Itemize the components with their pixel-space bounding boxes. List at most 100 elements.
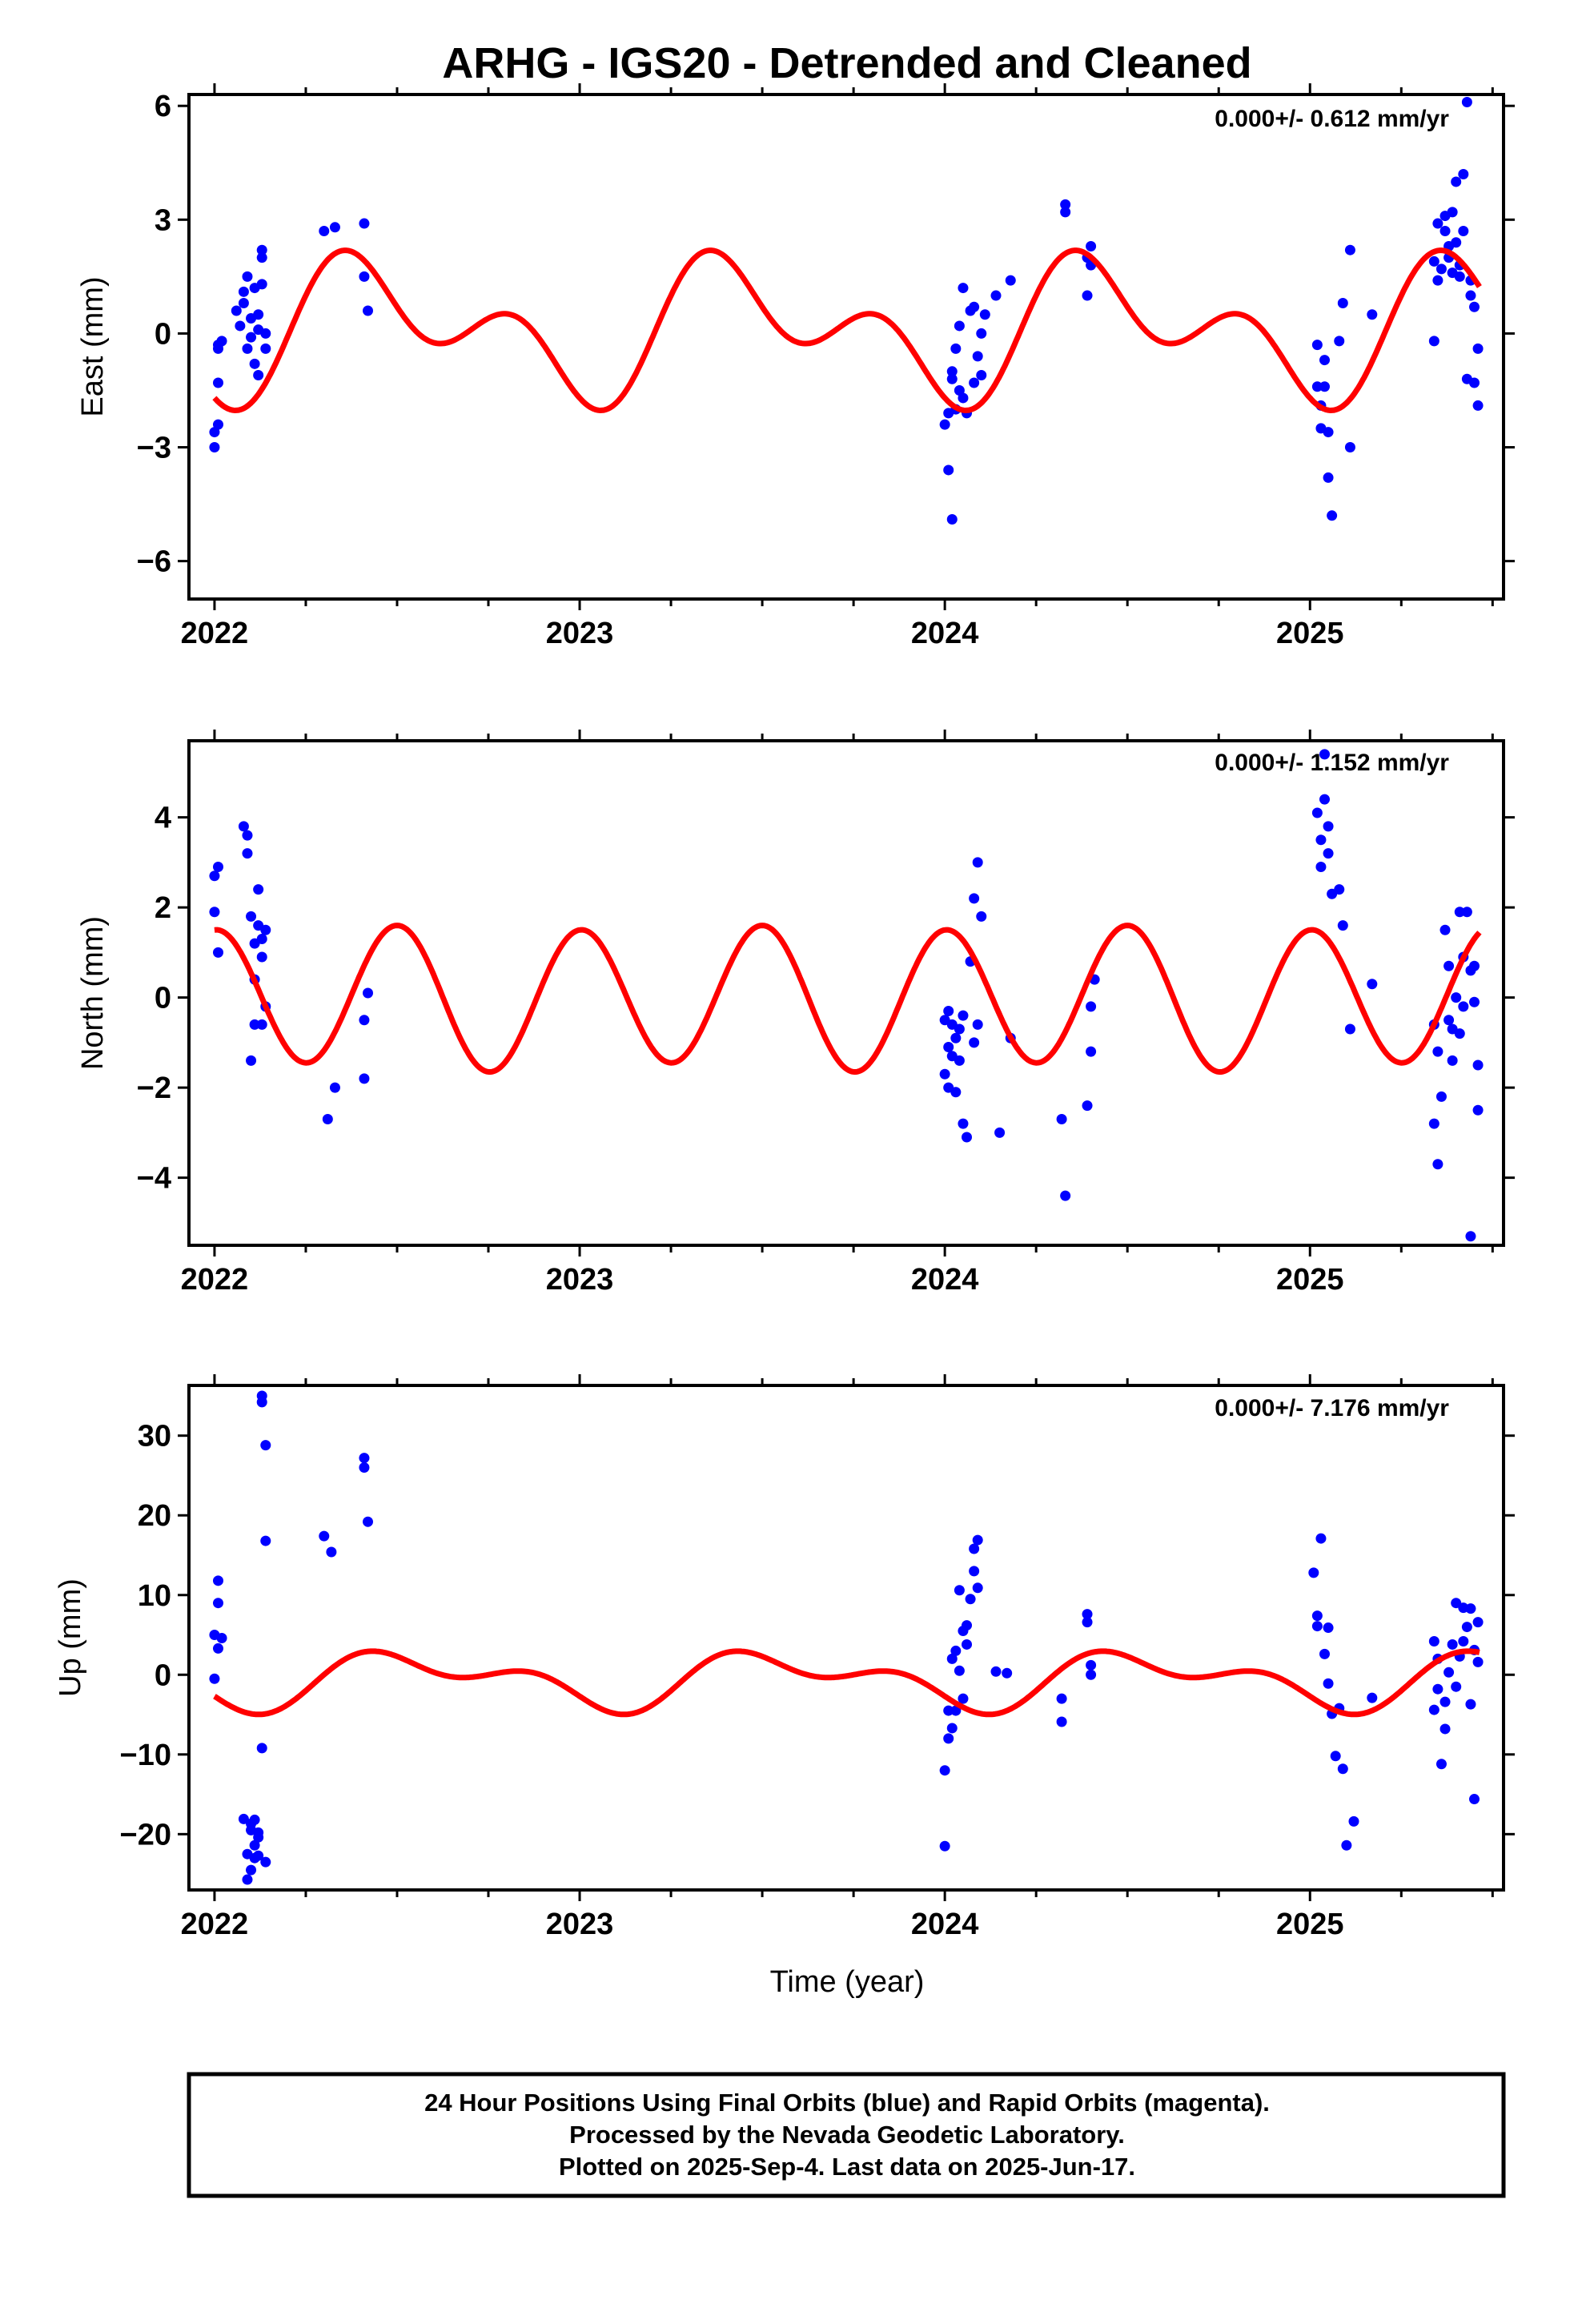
data-point [1469, 1794, 1480, 1805]
data-point [958, 392, 969, 404]
data-point [1060, 207, 1071, 218]
data-point [1323, 472, 1334, 483]
data-point [216, 336, 227, 347]
data-point [1432, 275, 1443, 286]
y-tick-label: 2 [155, 891, 171, 925]
data-point [1432, 1159, 1443, 1170]
data-point [969, 1566, 980, 1577]
y-tick-label: −4 [137, 1162, 171, 1196]
data-point [1330, 1751, 1341, 1762]
ylabel-north: North (mm) [76, 916, 110, 1070]
data-point [362, 987, 373, 999]
data-point [256, 951, 267, 963]
data-point [1472, 400, 1484, 411]
data-point [946, 373, 958, 384]
data-point [1367, 309, 1378, 320]
data-point [209, 1673, 220, 1684]
data-point [253, 1827, 264, 1838]
data-point [972, 857, 983, 868]
data-point [1056, 1716, 1067, 1727]
data-point [329, 1082, 340, 1093]
data-point [209, 907, 220, 918]
data-point [1432, 1046, 1443, 1057]
data-point [990, 290, 1002, 301]
data-point [1002, 1667, 1013, 1679]
data-point [954, 1023, 965, 1035]
data-point [1056, 1693, 1067, 1704]
y-tick-label: −2 [137, 1072, 171, 1105]
y-tick-label: 6 [155, 90, 171, 123]
data-point [939, 1840, 950, 1852]
data-point [253, 884, 264, 895]
data-point [1472, 1617, 1484, 1628]
data-point [1428, 1635, 1439, 1647]
data-point [1060, 199, 1071, 210]
data-point [1334, 336, 1345, 347]
data-point [954, 320, 965, 332]
data-point [1465, 290, 1476, 301]
data-point [1005, 275, 1016, 286]
y-tick-label: 4 [155, 802, 171, 835]
data-point [1451, 237, 1462, 248]
data-point [994, 1127, 1006, 1138]
data-point [972, 1019, 983, 1030]
data-point [256, 1743, 267, 1754]
data-point [1323, 427, 1334, 438]
data-point [969, 1543, 980, 1554]
x-tick-label: 2023 [546, 1908, 614, 1941]
data-point [260, 924, 271, 935]
data-point [969, 301, 980, 312]
data-point [1458, 226, 1469, 237]
data-point [1435, 1759, 1447, 1770]
data-point [962, 1620, 973, 1631]
ylabel-east: East (mm) [76, 276, 110, 416]
data-point [1451, 176, 1462, 187]
footer-box: 24 Hour Positions Using Final Orbits (bl… [187, 2072, 1506, 2198]
data-point [969, 893, 980, 904]
data-point [242, 343, 253, 354]
data-point [1465, 1699, 1476, 1710]
data-point [1465, 1231, 1476, 1242]
data-point [965, 1594, 976, 1605]
data-point [260, 1440, 271, 1451]
data-point [946, 1653, 958, 1664]
data-point [1367, 979, 1378, 990]
data-point [943, 1705, 954, 1716]
y-tick-label: 30 [138, 1420, 171, 1454]
data-point [1315, 1533, 1327, 1544]
x-tick-label: 2025 [1276, 1263, 1344, 1297]
trend-annotation-east: 0.000+/- 0.612 mm/yr [1215, 106, 1449, 132]
data-point [1447, 1638, 1458, 1650]
x-tick-label: 2022 [181, 1908, 249, 1941]
data-point [242, 1874, 253, 1885]
x-tick-label: 2022 [181, 1263, 249, 1297]
plot-east: 2022 2023 2024 2025 −6 −3 0 3 6 [137, 83, 1515, 650]
plot-frame-up [187, 1384, 1505, 1892]
data-point [256, 1397, 267, 1408]
data-point [1315, 862, 1327, 872]
y-tick-label: 0 [155, 982, 171, 1015]
data-point [1428, 255, 1439, 267]
data-point [958, 1693, 969, 1704]
footer-line-2: Processed by the Nevada Geodetic Laborat… [569, 2121, 1125, 2149]
data-point [235, 320, 246, 332]
data-point [1458, 1635, 1469, 1647]
data-point [1435, 263, 1447, 275]
data-point [238, 821, 249, 832]
seasonal-model-line [212, 247, 1482, 413]
data-point [950, 1645, 962, 1656]
data-point [962, 1132, 973, 1143]
data-point [1082, 1609, 1093, 1620]
data-point [1451, 1681, 1462, 1692]
data-point [216, 1632, 227, 1643]
data-point [260, 343, 271, 354]
data-point [1469, 377, 1480, 388]
data-point [939, 419, 950, 430]
data-point [1341, 1839, 1352, 1851]
data-point [242, 271, 253, 282]
data-point [1082, 1617, 1093, 1628]
trend-annotation-up: 0.000+/- 7.176 mm/yr [1215, 1395, 1449, 1421]
data-point [212, 1642, 223, 1654]
data-point [1432, 218, 1443, 229]
data-point [1472, 343, 1484, 354]
